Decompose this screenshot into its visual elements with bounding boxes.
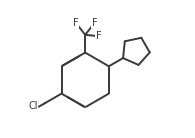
Text: F: F: [73, 18, 78, 28]
Text: F: F: [96, 31, 102, 41]
Text: F: F: [92, 18, 98, 28]
Text: Cl: Cl: [28, 101, 37, 111]
